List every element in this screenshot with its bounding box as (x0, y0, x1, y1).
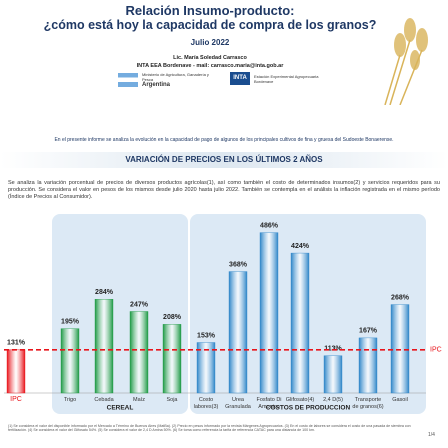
category-label: Soja (166, 397, 178, 403)
bar (390, 304, 410, 394)
bar (323, 355, 343, 394)
value-label: 486% (260, 222, 279, 229)
inta-logo: INTA (230, 72, 250, 85)
category-labels: IPC Trigo Cebada Maíz Soja Costo labores(3) Ur… (0, 210, 448, 418)
value-label: 208% (163, 314, 182, 321)
section-title: VARIACIÓN DE PRECIOS EN LOS ÚLTIMOS 2 AÑ… (125, 155, 323, 164)
group-panel (52, 214, 188, 414)
category-label: Glifosato(4) (285, 397, 315, 403)
date: Julio 2022 (190, 38, 230, 47)
value-label: 195% (61, 318, 80, 325)
category-label: Fosfato Di Amonico (256, 397, 282, 410)
bar (358, 337, 378, 394)
category-label: Cebada (94, 397, 114, 403)
flag-logo (118, 73, 138, 87)
value-label: 153% (197, 332, 216, 339)
ministry-name: Ministerio de Agricultura, Ganadería y P… (142, 72, 209, 82)
bar (60, 328, 80, 394)
value-label: 268% (391, 294, 410, 301)
intro: En el presente informe se analiza la evo… (54, 137, 394, 143)
title: Relación Insumo-producto: (125, 3, 295, 18)
bar (129, 311, 149, 394)
category-label: Urea Granulada (225, 397, 251, 410)
value-label: 368% (229, 261, 248, 268)
bar (290, 252, 310, 394)
category-label: Costo labores(3) (193, 397, 219, 410)
value-label: 424% (291, 243, 310, 250)
section-band (0, 152, 448, 168)
bar (259, 232, 279, 394)
value-label: 167% (359, 328, 378, 335)
author: Lic. María Soledad Carrasco (173, 55, 247, 61)
country: Argentina (142, 82, 171, 88)
value-label: 131% (7, 340, 26, 347)
bar (228, 271, 248, 394)
page-number: 1/4 (428, 432, 435, 438)
wheat-image (384, 18, 428, 105)
ministry: Ministerio de Agricultura, Ganadería y P… (142, 72, 212, 88)
footnotes: (1) Se considera el valor del disponible… (8, 424, 411, 433)
paragraph: Se analiza la variación porcentual de pr… (8, 180, 440, 200)
category-label: 2,4 D(5) (323, 397, 343, 403)
group-label: COSTOS DE PRODUCCION (266, 405, 351, 412)
value-label: 284% (95, 289, 114, 296)
category-label: Transporte de granos(6) (352, 397, 384, 410)
category-label: Maíz (133, 397, 145, 403)
bar (196, 342, 216, 394)
bar (162, 324, 182, 394)
affiliation: INTA EEA Bordenave - mail: carrasco.mari… (136, 63, 284, 69)
category-label: Gasoil (392, 397, 408, 403)
category-label: Trigo (63, 397, 77, 403)
category-label: IPC (10, 396, 22, 403)
subtitle: ¿cómo está hoy la capacidad de compra de… (43, 18, 377, 32)
bar (94, 299, 114, 394)
value-label: 247% (130, 301, 149, 308)
group-label: CEREAL (107, 405, 134, 412)
chart: CEREAL COSTOS DE PRODUCCION 131% 195% 284% 24… (4, 214, 442, 414)
reference-label: IPC (430, 347, 442, 354)
station: Estación Experimental Agropecuaria Borde… (254, 74, 319, 84)
